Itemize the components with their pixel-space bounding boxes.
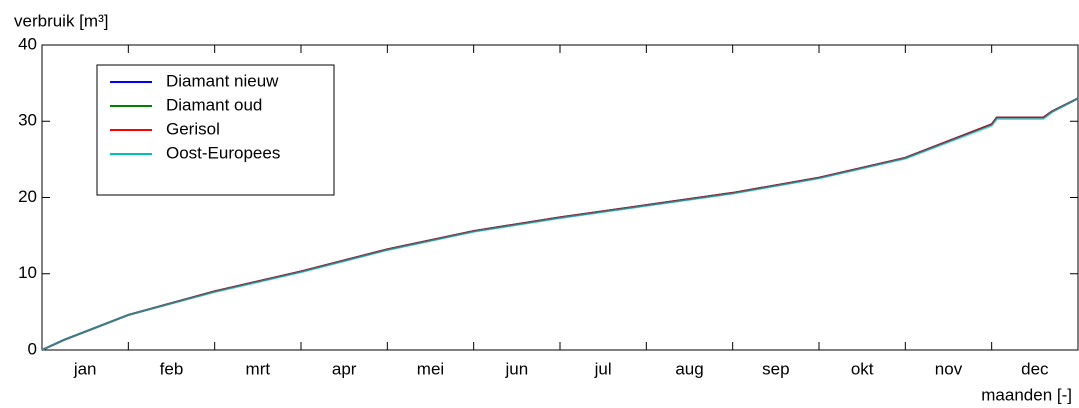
y-tick-label: 30 bbox=[18, 111, 37, 130]
x-category-label: dec bbox=[1021, 359, 1049, 378]
x-category-label: okt bbox=[851, 359, 874, 378]
y-axis-label: verbruik [m³] bbox=[14, 11, 108, 30]
legend-label: Diamant nieuw bbox=[166, 71, 279, 90]
legend-label: Diamant oud bbox=[166, 95, 262, 114]
x-category-label: mrt bbox=[246, 359, 271, 378]
y-tick-label: 40 bbox=[18, 34, 37, 53]
legend-label: Gerisol bbox=[166, 119, 220, 138]
x-category-label: aug bbox=[675, 359, 703, 378]
legend-label: Oost-Europees bbox=[166, 143, 280, 162]
x-category-label: apr bbox=[332, 359, 357, 378]
y-tick-label: 0 bbox=[28, 339, 37, 358]
data-line bbox=[41, 97, 1079, 351]
x-category-label: nov bbox=[935, 359, 963, 378]
x-category-label: jan bbox=[73, 359, 97, 378]
x-category-label: mei bbox=[417, 359, 444, 378]
x-category-label: jul bbox=[594, 359, 612, 378]
x-category-label: sep bbox=[762, 359, 789, 378]
x-axis-label: maanden [-] bbox=[981, 385, 1072, 404]
x-category-label: jun bbox=[504, 359, 528, 378]
y-tick-label: 10 bbox=[18, 263, 37, 282]
x-category-label: feb bbox=[160, 359, 184, 378]
y-tick-label: 20 bbox=[18, 187, 37, 206]
